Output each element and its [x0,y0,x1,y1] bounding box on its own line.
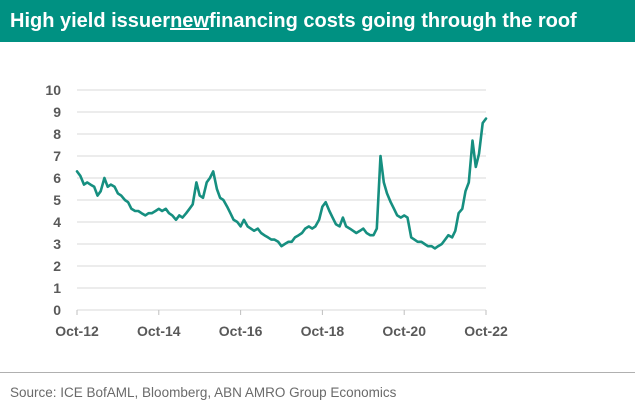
y-tick-label: 8 [53,126,61,142]
y-tick-label: 9 [53,104,61,120]
x-tick-label: Oct-20 [382,323,426,339]
title-emphasis: new [170,9,209,32]
y-tick-label: 7 [53,148,61,164]
footer-divider [0,372,635,373]
title-text-start: High yield issuer [10,9,171,32]
source-note: Source: ICE BofAML, Bloomberg, ABN AMRO … [10,385,397,400]
x-tick-label: Oct-14 [137,323,181,339]
grid-lines [77,89,486,311]
y-tick-label: 0 [53,302,61,318]
y-tick-label: 10 [45,82,61,98]
y-tick-label: 5 [53,192,61,208]
y-tick-label: 6 [53,170,61,186]
y-tick-label: 1 [53,280,61,296]
series-layer [75,117,488,250]
y-axis-ticks: 0 1 2 3 4 5 6 7 8 9 10 [45,82,61,318]
series-line [75,117,488,250]
title-text-end: financing costs going through the roof [208,9,577,32]
y-tick-label: 3 [53,236,61,252]
x-tick-label: Oct-22 [464,323,508,339]
y-tick-label: 4 [53,214,61,230]
chart-title-banner: High yield issuer new financing costs go… [0,0,635,42]
x-tick-label: Oct-18 [301,323,345,339]
x-axis-ticks: Oct-12 Oct-14 Oct-16 Oct-18 Oct-20 Oct-22 [55,310,508,339]
y-tick-label: 2 [53,258,61,274]
x-tick-label: Oct-16 [219,323,263,339]
x-tick-label: Oct-12 [55,323,99,339]
